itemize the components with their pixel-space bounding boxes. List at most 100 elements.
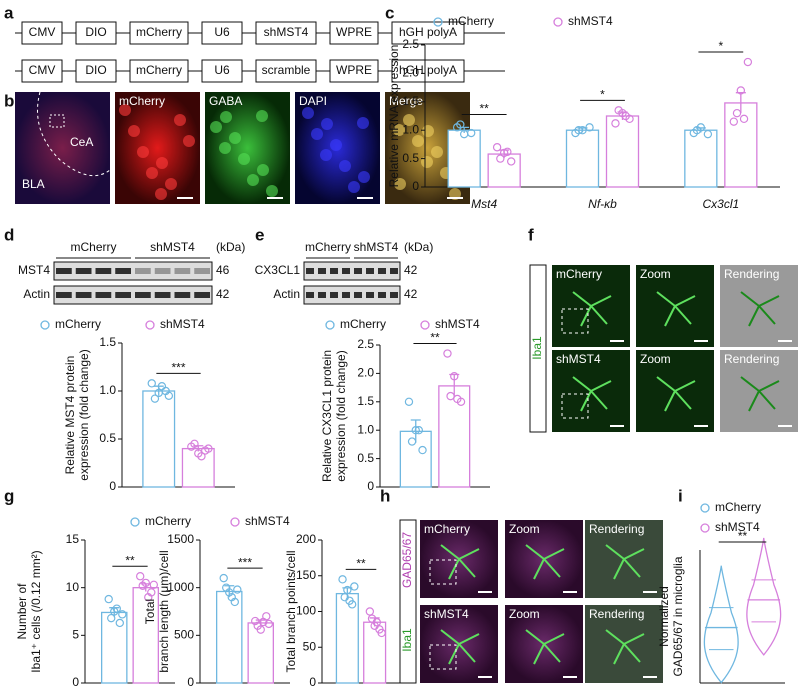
construct-box [255, 59, 317, 83]
cell [210, 121, 222, 133]
construct-box [129, 59, 189, 83]
cell [174, 114, 186, 126]
row-label: Actin [23, 287, 50, 301]
cell [257, 164, 269, 176]
y-axis-label: Total branch points/cell [284, 550, 298, 672]
construct-label: CMV [29, 63, 56, 77]
band [354, 292, 362, 298]
stain-label: Iba1 [530, 336, 544, 360]
data-point [227, 593, 236, 602]
construct-box [255, 21, 317, 45]
group-label: mCherry [70, 240, 116, 254]
cell [358, 171, 370, 183]
cell [412, 135, 424, 147]
data-point [574, 125, 583, 135]
data-point [446, 391, 455, 401]
microglia [656, 291, 696, 327]
microglia [525, 544, 565, 580]
y-tick-label: 0 [367, 479, 374, 493]
construct-label: mCherry [136, 63, 182, 77]
cell [330, 139, 342, 151]
cell [421, 156, 433, 168]
cell [128, 125, 140, 137]
y-tick-label: 0 [109, 479, 116, 493]
data-point [496, 154, 505, 163]
significance-label: ** [738, 529, 748, 543]
legend-marker [130, 517, 140, 527]
data-point [222, 583, 231, 592]
construct-box [129, 21, 189, 45]
image-label: Zoom [509, 607, 540, 621]
micrograph [205, 92, 290, 204]
construct-label: shMST4 [264, 25, 309, 39]
band [306, 268, 314, 274]
band [378, 292, 386, 298]
cell [348, 181, 360, 193]
construct-box [21, 59, 63, 83]
microglia [605, 544, 645, 580]
panel-letter: i [678, 486, 683, 505]
band [366, 268, 374, 274]
image-label: Rendering [724, 267, 779, 281]
cell [156, 157, 168, 169]
data-point [115, 618, 124, 628]
data-point [578, 125, 587, 135]
unit-label: (kDa) [216, 240, 245, 254]
y-axis-label: Relative mRNA expression [387, 45, 401, 188]
cell [266, 185, 278, 197]
panel-letter: e [255, 225, 264, 244]
construct-label: DIO [85, 25, 106, 39]
y-axis-label: expression (fold change) [334, 350, 348, 481]
data-point [492, 143, 502, 152]
region-label: BLA [22, 177, 45, 191]
significance-label: ** [356, 556, 366, 570]
y-tick-label: 0 [72, 675, 79, 689]
cell [311, 128, 323, 140]
construct-box [391, 21, 465, 45]
data-point [107, 613, 116, 623]
band [95, 268, 112, 274]
image-label: Zoom [640, 267, 671, 281]
bar [724, 102, 758, 188]
blot-strip [303, 261, 401, 281]
data-point [611, 119, 620, 128]
cell [422, 125, 434, 137]
construct-label: WPRE [336, 25, 372, 39]
blot-strip [303, 285, 401, 305]
band [194, 292, 210, 298]
construct-box [329, 21, 379, 45]
kda-label: 46 [216, 263, 230, 277]
image-label: Zoom [640, 352, 671, 366]
bar [215, 590, 243, 684]
microglia [440, 544, 480, 580]
data-point [418, 445, 427, 455]
significance-label: ** [125, 553, 135, 567]
microglia [656, 376, 696, 412]
image-label: mCherry [556, 267, 602, 281]
y-tick-label: 2.0 [357, 366, 374, 380]
x-tick-label: Nf-κb [588, 197, 617, 211]
significance-label: * [600, 87, 605, 101]
construct-box [329, 59, 379, 83]
band [174, 268, 191, 274]
band [318, 268, 326, 274]
bar [447, 129, 481, 188]
construct-box [75, 59, 117, 83]
band [154, 292, 171, 298]
y-tick-label: 2.0 [402, 66, 419, 80]
microglia [740, 291, 780, 327]
y-tick-label: 1.5 [402, 94, 419, 108]
construct-label: WPRE [336, 63, 372, 77]
data-point [372, 618, 382, 627]
row-label: Actin [273, 287, 300, 301]
cell [431, 146, 443, 158]
data-point [136, 572, 145, 581]
legend-marker [325, 320, 335, 330]
panel-letter: b [4, 91, 14, 110]
legend-label: shMST4 [160, 317, 205, 331]
panel-letter: c [385, 3, 394, 22]
legend-label: shMST4 [568, 14, 613, 28]
blot-strip [53, 261, 213, 281]
kda-label: 42 [404, 263, 418, 277]
data-point [150, 394, 160, 403]
